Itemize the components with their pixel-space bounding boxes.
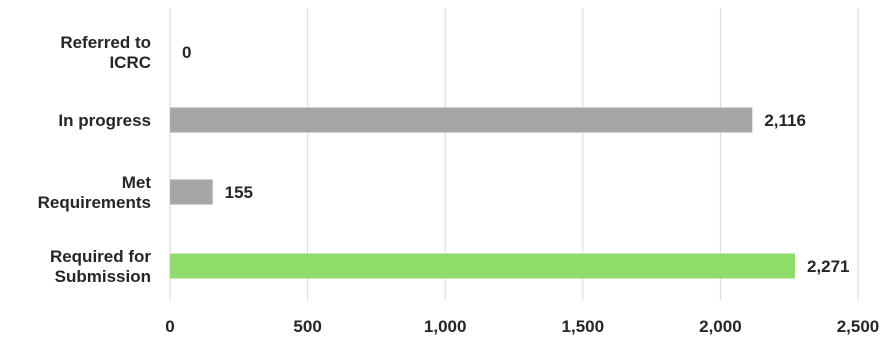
- x-tick-label: 500: [293, 317, 321, 336]
- bars: [170, 107, 795, 279]
- bar: [170, 253, 795, 279]
- bar: [170, 179, 213, 205]
- category-label: Requirements: [38, 193, 151, 212]
- bar: [170, 107, 753, 133]
- x-tick-label: 1,500: [562, 317, 605, 336]
- x-tick-label: 1,000: [424, 317, 467, 336]
- data-label: 2,116: [764, 111, 806, 130]
- data-label: 0: [182, 43, 191, 62]
- data-label: 155: [225, 183, 253, 202]
- x-tick-label: 2,000: [699, 317, 742, 336]
- category-label: Required for: [50, 247, 151, 266]
- category-label: In progress: [58, 111, 151, 130]
- category-label: Referred to: [60, 33, 151, 52]
- category-label: Met: [122, 173, 152, 192]
- category-label: ICRC: [109, 53, 151, 72]
- x-tick-label: 0: [165, 317, 174, 336]
- data-label: 2,271: [807, 257, 850, 276]
- category-label: Submission: [55, 267, 151, 286]
- x-tick-label: 2,500: [837, 317, 880, 336]
- gridlines: [169, 8, 859, 300]
